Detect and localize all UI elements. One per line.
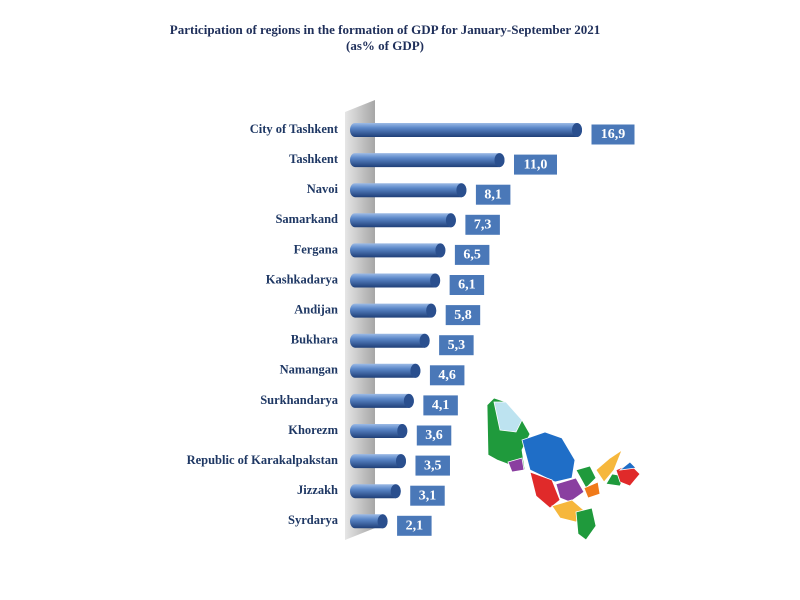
map-region xyxy=(575,465,597,489)
bar-cap xyxy=(494,153,505,168)
bar-cap xyxy=(445,213,456,228)
value-label-box xyxy=(444,304,482,327)
bar xyxy=(350,303,437,318)
value-label: 2,1 xyxy=(406,519,424,534)
map-region xyxy=(493,401,523,433)
bar-cap xyxy=(390,484,401,499)
category-label: Tashkent xyxy=(289,152,339,166)
value-label: 6,5 xyxy=(463,248,481,263)
chart-title: Participation of regions in the formatio… xyxy=(170,22,600,37)
category-label: Fergana xyxy=(294,242,339,256)
category-label: Khorezm xyxy=(288,423,338,437)
value-label: 7,3 xyxy=(474,218,492,233)
bar xyxy=(350,243,446,258)
value-label: 6,1 xyxy=(458,278,476,293)
value-label-box xyxy=(396,514,433,537)
bar-cap xyxy=(435,243,446,258)
bar xyxy=(350,454,406,469)
bar xyxy=(350,393,414,408)
value-label-box xyxy=(453,243,491,266)
value-label: 8,1 xyxy=(484,187,502,202)
category-label: Samarkand xyxy=(275,212,338,226)
bar-cap xyxy=(403,393,414,408)
bar-cap xyxy=(572,123,582,137)
category-label: Bukhara xyxy=(291,333,339,347)
bar-cap xyxy=(397,424,408,438)
bar xyxy=(350,153,505,168)
bar xyxy=(350,514,388,529)
bar xyxy=(350,424,408,438)
bar xyxy=(350,213,456,228)
value-label: 16,9 xyxy=(601,127,626,142)
chart-subtitle: (as% of GDP) xyxy=(346,38,424,53)
map-region xyxy=(575,507,597,541)
bar xyxy=(350,333,430,348)
value-label: 4,6 xyxy=(438,368,456,383)
value-label-box xyxy=(448,274,486,296)
value-label-box xyxy=(414,454,451,477)
value-label-box xyxy=(464,213,501,236)
category-label: Syrdarya xyxy=(288,513,339,527)
bar-cap xyxy=(456,183,467,198)
bar-cap xyxy=(430,273,441,288)
map-region xyxy=(507,457,525,473)
value-label-box xyxy=(409,484,446,507)
map-of-uzbekistan xyxy=(486,397,641,541)
map-region xyxy=(583,481,601,499)
value-label: 11,0 xyxy=(524,157,548,172)
bar-cap xyxy=(426,303,437,318)
value-label: 3,6 xyxy=(425,428,443,443)
value-label-box xyxy=(422,394,459,417)
bar xyxy=(350,183,467,198)
category-label: Andijan xyxy=(294,302,338,316)
value-label: 3,5 xyxy=(424,458,442,473)
value-label: 4,1 xyxy=(432,398,450,413)
category-label: Navoi xyxy=(307,182,339,196)
category-label: Kashkadarya xyxy=(266,272,339,286)
bar xyxy=(350,123,582,137)
bar xyxy=(350,484,401,499)
value-label-box xyxy=(415,424,453,447)
value-label: 5,8 xyxy=(454,308,472,323)
category-label: Republic of Karakalpakstan xyxy=(187,453,338,467)
map-region xyxy=(521,431,576,483)
value-label: 3,1 xyxy=(419,488,437,503)
category-label: Jizzakh xyxy=(297,483,338,497)
bar-cap xyxy=(377,514,388,529)
map-region xyxy=(529,471,561,509)
map-region xyxy=(555,477,585,503)
value-label-box xyxy=(474,183,512,206)
bar xyxy=(350,363,421,378)
category-label: City of Tashkent xyxy=(250,122,339,136)
map-region xyxy=(618,461,637,471)
bar-cap xyxy=(419,333,430,348)
category-label: Namangan xyxy=(280,363,338,377)
value-label: 5,3 xyxy=(448,338,466,353)
bar-cap xyxy=(395,454,406,469)
value-label-box xyxy=(438,334,475,357)
map-region xyxy=(595,448,623,483)
value-label-box xyxy=(590,123,636,146)
value-label-box xyxy=(428,364,466,387)
bar xyxy=(350,273,441,288)
value-label-box xyxy=(512,153,558,176)
bar-cap xyxy=(410,363,421,378)
category-label: Surkhandarya xyxy=(260,393,339,407)
